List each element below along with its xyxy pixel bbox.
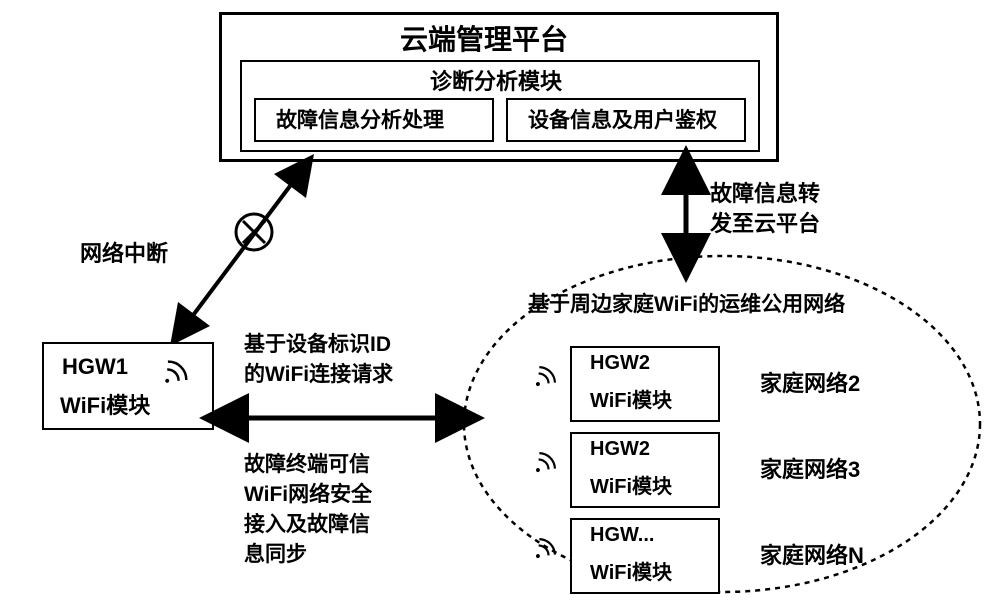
- device-title: HGW...: [590, 524, 654, 547]
- wifi-icon: [528, 532, 562, 566]
- device-module: WiFi模块: [590, 470, 672, 499]
- device-module: WiFi模块: [590, 384, 672, 413]
- ellipse-title: 基于周边家庭WiFi的运维公用网络: [528, 288, 845, 318]
- net-label: 家庭网络N: [760, 538, 864, 570]
- device-module: WiFi模块: [590, 556, 672, 585]
- net-label: 家庭网络3: [760, 452, 860, 484]
- wifi-icon: [528, 360, 562, 394]
- wifi-icon: [528, 446, 562, 480]
- device-title: HGW2: [590, 352, 650, 375]
- device-title: HGW2: [590, 438, 650, 461]
- net-label: 家庭网络2: [760, 366, 860, 398]
- ellipse-network: [0, 0, 1000, 614]
